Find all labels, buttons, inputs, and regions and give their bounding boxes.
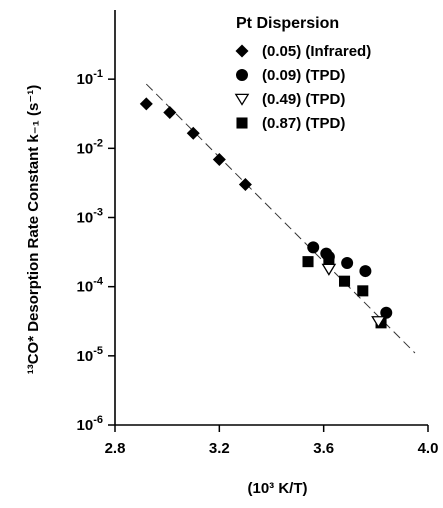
y-tick-label: 10-1 (77, 68, 103, 88)
x-tick-label: 4.0 (418, 440, 439, 457)
legend-marker-square (236, 117, 248, 129)
data-points-layer (139, 97, 393, 329)
legend-entry-label: (0.49) (TPD) (262, 91, 345, 108)
legend-entry-label: (0.09) (TPD) (262, 67, 345, 84)
data-point-circle (307, 241, 320, 254)
legend-entry-label: (0.05) (Infrared) (262, 43, 371, 60)
fit-line-layer (145, 83, 416, 354)
y-axis-label: ¹³CO* Desorption Rate Constant k₋₁ (s⁻¹) (25, 85, 42, 375)
fit-line (145, 83, 416, 354)
x-axis-label: (10³ K/T) (248, 480, 308, 497)
data-point-diamond (212, 152, 226, 166)
legend-marker-triangle-down-open (234, 93, 250, 106)
y-tick-label: 10-6 (77, 414, 103, 434)
legend: Pt Dispersion (0.05) (Infrared) (0.09) (TP… (234, 15, 371, 132)
data-point-square (323, 254, 335, 266)
data-point-diamond (186, 126, 200, 140)
data-point-square (339, 275, 351, 287)
y-tick-label: 10-4 (77, 276, 104, 296)
y-tick-label: 10-3 (77, 207, 103, 227)
legend-marker-diamond (235, 44, 249, 58)
legend-entry-label: (0.87) (TPD) (262, 115, 345, 132)
axes-layer: 2.8 3.2 3.6 4.0 10-6 10-5 10-4 10-3 10-2 10-1 (77, 10, 439, 457)
data-point-circle (341, 257, 354, 269)
data-point-circle (380, 306, 393, 319)
y-tick-label: 10-5 (77, 345, 103, 365)
data-point-diamond (163, 105, 177, 119)
data-point-triangle-down-open (321, 263, 337, 276)
data-point-circle (359, 265, 372, 278)
x-tick-label: 2.8 (105, 440, 126, 457)
data-point-diamond (238, 177, 252, 191)
x-tick-label: 3.2 (209, 440, 230, 457)
data-point-square (357, 285, 369, 297)
data-point-triangle-down-open (371, 316, 386, 329)
x-tick-label: 3.6 (313, 440, 334, 457)
data-point-diamond (139, 97, 153, 111)
y-tick-label: 10-2 (77, 137, 103, 157)
legend-marker-circle (236, 69, 248, 81)
data-point-square (302, 256, 314, 268)
legend-title: Pt Dispersion (236, 15, 339, 32)
